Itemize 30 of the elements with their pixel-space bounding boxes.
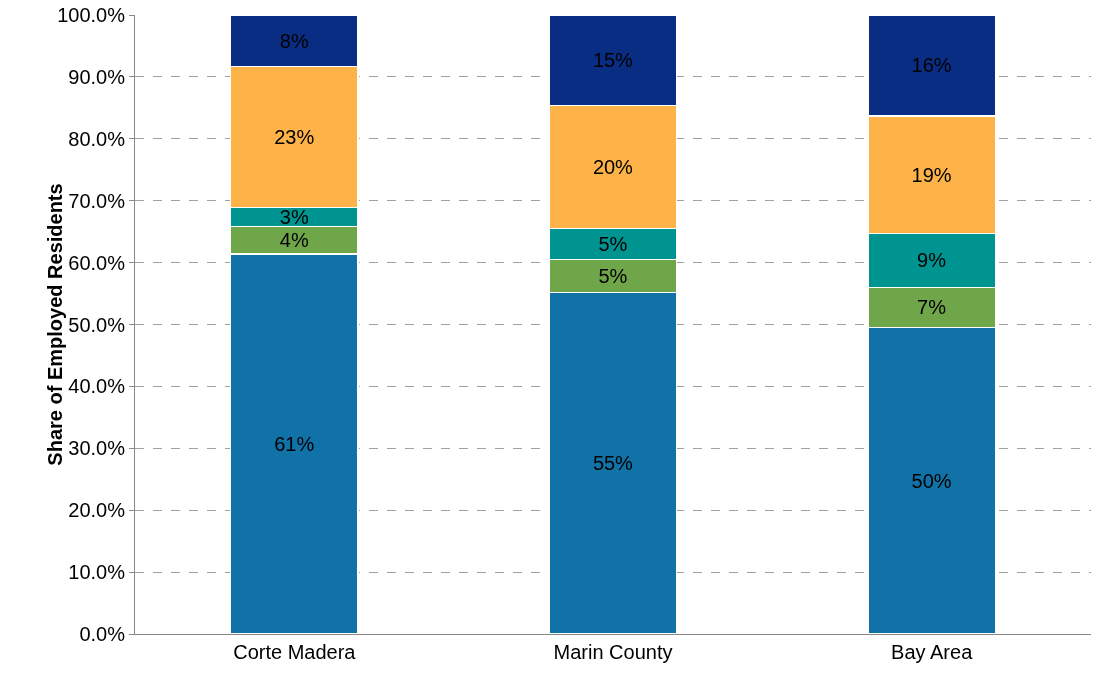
x-tick-label: Corte Madera [233, 641, 357, 663]
y-tick-label: 90.0% [68, 65, 126, 88]
data-label: 5% [598, 264, 628, 287]
y-tick-label: 20.0% [68, 499, 126, 522]
y-tick-label: 70.0% [68, 189, 126, 212]
data-label: 16% [911, 54, 952, 77]
data-label: 5% [598, 233, 628, 256]
data-label: 23% [274, 125, 315, 148]
data-label: 3% [279, 206, 309, 229]
y-tick-label: 50.0% [68, 313, 126, 336]
y-tick-label: 80.0% [68, 127, 126, 150]
data-label: 8% [279, 29, 309, 52]
y-tick-label: 0.0% [79, 623, 126, 645]
y-tick-label: 30.0% [68, 437, 126, 460]
data-label: 19% [911, 163, 952, 186]
x-tick-label: Marin County [553, 641, 673, 663]
data-label: 15% [592, 49, 634, 72]
y-tick-label: 60.0% [68, 251, 126, 274]
data-label: 50% [911, 469, 952, 492]
data-label: 9% [917, 249, 947, 272]
y-tick-label: 100.0% [57, 4, 126, 26]
y-tick-label: 40.0% [68, 375, 126, 398]
y-axis-title: Share of Employed Residents [44, 183, 67, 466]
data-label: 7% [917, 296, 947, 319]
data-label: 4% [279, 229, 309, 252]
data-label: 61% [274, 432, 315, 455]
data-label: 55% [592, 452, 634, 475]
x-tick-label: Bay Area [891, 641, 974, 663]
data-label: 20% [592, 155, 634, 178]
y-tick-label: 10.0% [68, 561, 126, 584]
